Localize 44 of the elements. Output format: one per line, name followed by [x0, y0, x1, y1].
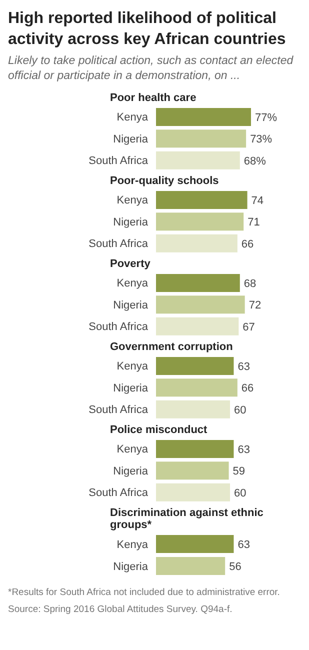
data-label: 56	[229, 561, 242, 573]
data-label: 60	[234, 487, 246, 500]
data-label: 63	[238, 361, 250, 373]
x-axis-title: Poverty	[110, 258, 152, 270]
y-tick-label: Nigeria	[113, 465, 149, 478]
data-label: 77%	[255, 112, 278, 124]
y-tick-label: Kenya	[116, 360, 149, 373]
data-label: 74	[251, 195, 264, 207]
y-tick-label: Kenya	[116, 538, 149, 551]
data-label: 63	[238, 444, 250, 456]
y-tick-label: Nigeria	[113, 299, 149, 312]
text: *Results for South Africa not included due to administrative error.	[8, 587, 281, 598]
data-label: 68%	[244, 155, 266, 168]
data-label: 59	[232, 466, 246, 478]
x-axis-title: Government corruption	[110, 341, 234, 353]
chart-subtitle: Likely to take political action, such as contact an elected official or participate in a demonstration, on ...	[8, 54, 294, 84]
y-tick-label: Kenya	[116, 444, 149, 456]
data-label: 67	[242, 321, 255, 334]
data-label: 71	[248, 216, 260, 229]
data-label: 60	[234, 404, 246, 416]
x-axis-title: Police misconduct	[110, 424, 208, 436]
y-tick-label: Nigeria	[113, 382, 149, 394]
data-label: 68	[244, 278, 256, 290]
y-tick-label: Nigeria	[113, 560, 149, 573]
y-tick-label: South Africa	[88, 238, 149, 250]
data-label: 66	[241, 382, 254, 395]
x-axis-title: Discrimination against ethnic groups*	[110, 507, 264, 531]
y-tick-label: Nigeria	[113, 133, 149, 146]
data-label: 73%	[250, 134, 272, 146]
y-tick-label: Kenya	[116, 278, 149, 290]
y-tick-label: South Africa	[88, 321, 149, 334]
x-axis-title: Poor-quality schools	[110, 175, 220, 187]
y-tick-label: South Africa	[88, 404, 149, 416]
chart-title: High reported likelihood of political activity across key African countries	[8, 9, 287, 50]
x-axis-title: Poor health care	[110, 92, 198, 104]
y-tick-label: Nigeria	[113, 216, 149, 228]
y-tick-label: South Africa	[88, 487, 149, 500]
y-tick-label: South Africa	[88, 155, 149, 168]
y-tick-label: Kenya	[116, 194, 149, 207]
data-label: 66	[241, 238, 254, 250]
data-label: 63	[238, 539, 250, 551]
source-note: Source: Spring 2016 Global Attitudes Survey. Q94a-f.	[8, 604, 234, 615]
y-tick-label: Kenya	[116, 112, 149, 124]
data-label: 72	[248, 300, 262, 312]
